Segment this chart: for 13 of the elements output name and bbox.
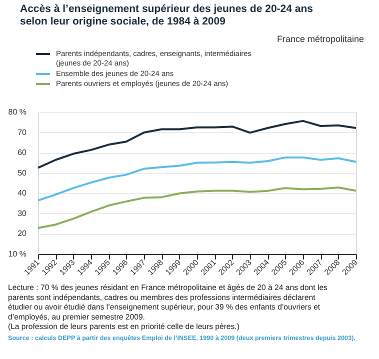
y-tick-label: 10 % <box>8 250 26 258</box>
line-series <box>37 156 357 202</box>
chart-subtitle: France métropolitaine <box>276 34 364 44</box>
y-tick-label: 30 <box>18 208 28 218</box>
y-tick-label: 80 % <box>8 108 26 116</box>
y-tick-label: 20 <box>18 229 28 238</box>
y-tick-label: 40 <box>18 188 28 198</box>
y-tick-label: 50 <box>18 168 28 178</box>
chart-title: Accès à l’enseignement supérieur des jeunes de 20-24 ans selon leur origine sociale, de 1984 à 2009 <box>20 3 314 28</box>
y-tick-label: 70 <box>18 128 28 137</box>
line-series <box>37 120 357 169</box>
y-tick-label: 60 <box>18 148 28 158</box>
line-series <box>37 186 357 230</box>
